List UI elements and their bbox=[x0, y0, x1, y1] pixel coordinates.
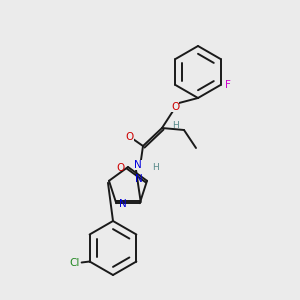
Text: O: O bbox=[171, 102, 179, 112]
Text: H: H bbox=[172, 121, 179, 130]
Text: F: F bbox=[224, 80, 230, 90]
Text: H: H bbox=[152, 163, 159, 172]
Text: Cl: Cl bbox=[69, 257, 80, 268]
Text: O: O bbox=[117, 163, 125, 173]
Text: O: O bbox=[126, 132, 134, 142]
Text: N: N bbox=[119, 199, 127, 209]
Text: N: N bbox=[134, 160, 142, 170]
Text: N: N bbox=[135, 174, 143, 184]
